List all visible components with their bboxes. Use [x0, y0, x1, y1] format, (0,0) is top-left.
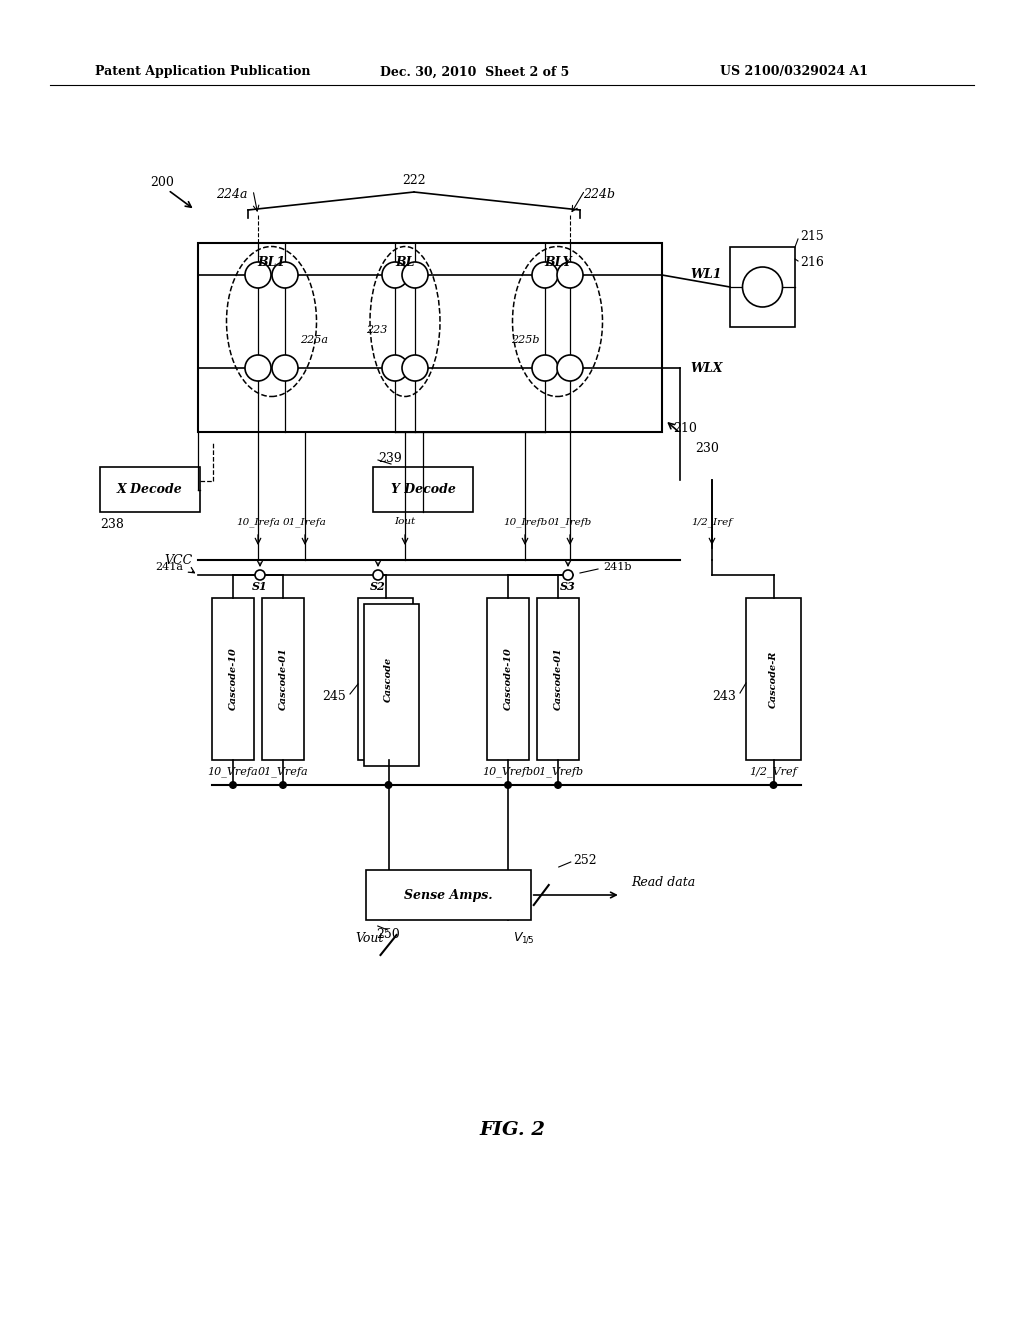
Text: Read data: Read data [631, 876, 695, 890]
Bar [373, 467, 473, 512]
Text: 241a: 241a [155, 562, 183, 572]
Circle shape [504, 781, 512, 789]
Text: WLX: WLX [690, 362, 723, 375]
Text: 1/2_Iref: 1/2_Iref [691, 517, 732, 527]
Text: 222: 222 [402, 173, 426, 186]
Bar [366, 870, 530, 920]
Text: S1: S1 [252, 582, 268, 593]
Bar [746, 598, 801, 760]
Circle shape [272, 261, 298, 288]
Text: X Decode: X Decode [117, 483, 183, 496]
Circle shape [229, 781, 237, 789]
Circle shape [742, 267, 782, 308]
Text: US 2100/0329024 A1: US 2100/0329024 A1 [720, 66, 868, 78]
Text: 225b: 225b [512, 335, 540, 345]
Text: 01_Irefa: 01_Irefa [283, 517, 327, 527]
Text: 01_Vrefa: 01_Vrefa [258, 767, 308, 777]
Text: 225a: 225a [300, 335, 328, 345]
Bar [358, 598, 413, 760]
Text: VCC: VCC [165, 553, 193, 566]
Text: 245: 245 [323, 690, 346, 704]
Text: S3: S3 [560, 582, 575, 593]
Text: BL: BL [395, 256, 415, 269]
Bar [487, 598, 529, 760]
Circle shape [557, 355, 583, 381]
Circle shape [402, 355, 428, 381]
Text: Cascode-01: Cascode-01 [279, 648, 288, 710]
Text: Cascode-10: Cascode-10 [228, 648, 238, 710]
Text: Cascode-01: Cascode-01 [554, 648, 562, 710]
Circle shape [532, 355, 558, 381]
Text: Cascode: Cascode [384, 656, 393, 702]
Text: $V_{1\!/\!5}$: $V_{1\!/\!5}$ [513, 931, 535, 945]
Circle shape [557, 261, 583, 288]
Text: 01_Irefb: 01_Irefb [548, 517, 592, 527]
Circle shape [384, 781, 392, 789]
Text: Sense Amps.: Sense Amps. [403, 888, 493, 902]
Text: 223: 223 [366, 325, 387, 335]
Text: 224a: 224a [216, 189, 248, 202]
Text: Vout: Vout [355, 932, 384, 945]
Circle shape [373, 570, 383, 579]
Text: BLY: BLY [544, 256, 571, 269]
Text: 224b: 224b [583, 189, 615, 202]
Circle shape [382, 261, 408, 288]
Text: 252: 252 [572, 854, 596, 866]
Circle shape [272, 355, 298, 381]
Text: 1/2_Vref: 1/2_Vref [750, 767, 798, 777]
Text: 210: 210 [673, 421, 697, 434]
Text: 243: 243 [712, 690, 736, 704]
Text: 10_Irefa: 10_Irefa [237, 517, 280, 527]
Text: 10_Vrefa: 10_Vrefa [208, 767, 258, 777]
Text: 215: 215 [800, 231, 823, 243]
Circle shape [563, 570, 573, 579]
Text: 200: 200 [150, 177, 174, 190]
Circle shape [554, 781, 562, 789]
Text: Cascode-10: Cascode-10 [504, 648, 512, 710]
Bar [364, 605, 419, 766]
Text: Iout: Iout [394, 517, 416, 527]
Text: 230: 230 [695, 441, 719, 454]
Bar [262, 598, 304, 760]
Text: 216: 216 [800, 256, 824, 268]
Text: WL1: WL1 [690, 268, 722, 281]
Text: Patent Application Publication: Patent Application Publication [95, 66, 310, 78]
Text: Cascode-R: Cascode-R [769, 651, 778, 708]
Circle shape [769, 781, 777, 789]
Text: Dec. 30, 2010  Sheet 2 of 5: Dec. 30, 2010 Sheet 2 of 5 [380, 66, 569, 78]
Bar [198, 243, 662, 432]
Text: 01_Vrefb: 01_Vrefb [532, 767, 584, 777]
Circle shape [245, 355, 271, 381]
Text: 238: 238 [100, 517, 124, 531]
Text: Y Decode: Y Decode [390, 483, 456, 496]
Circle shape [402, 261, 428, 288]
Bar [537, 598, 579, 760]
Text: 250: 250 [376, 928, 399, 941]
Circle shape [382, 355, 408, 381]
Bar [212, 598, 254, 760]
Text: 10_Irefb: 10_Irefb [503, 517, 547, 527]
Text: S2: S2 [370, 582, 386, 593]
Text: FIG. 2: FIG. 2 [479, 1121, 545, 1139]
Text: 239: 239 [378, 453, 401, 466]
Circle shape [245, 261, 271, 288]
Bar [730, 247, 795, 327]
Text: 241b: 241b [603, 562, 632, 572]
Text: 10_Vrefb: 10_Vrefb [482, 767, 534, 777]
Bar [100, 467, 200, 512]
Circle shape [279, 781, 287, 789]
Circle shape [532, 261, 558, 288]
Text: BL1: BL1 [257, 256, 285, 269]
Circle shape [255, 570, 265, 579]
